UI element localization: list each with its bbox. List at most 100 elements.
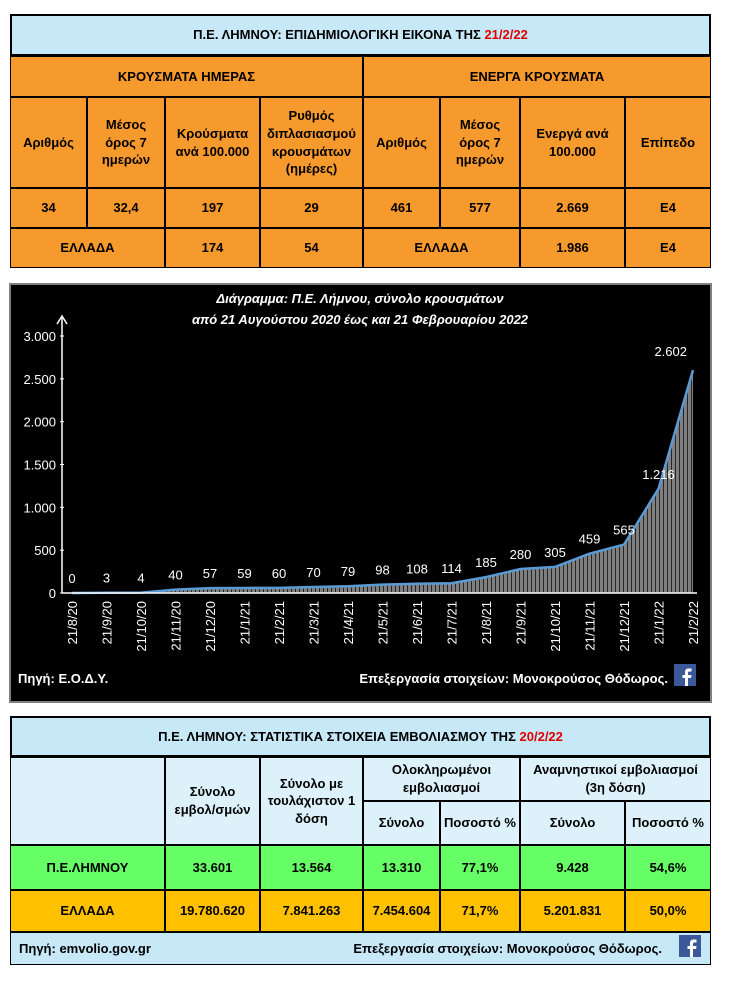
column-subheader: Ποσοστό % <box>440 801 520 845</box>
x-tick-label: 21/1/22 <box>652 601 667 644</box>
facebook-icon <box>679 935 701 957</box>
x-tick-label: 21/9/20 <box>100 601 115 644</box>
data-label: 459 <box>579 532 601 547</box>
title-date: 20/2/22 <box>519 728 563 744</box>
table-cell: 5.201.831 <box>520 890 625 932</box>
table-cell: Ε4 <box>625 188 711 228</box>
column-header: Ρυθμός διπλασιασμού κρουσμάτων (ημέρες) <box>260 97 363 188</box>
facebook-icon <box>674 664 696 686</box>
x-tick-label: 21/3/21 <box>307 601 322 644</box>
table-cell: ΕΛΛΑΔΑ <box>10 228 165 268</box>
x-tick-label: 21/12/20 <box>203 601 218 652</box>
table-cell: 461 <box>363 188 440 228</box>
column-header: Κρούσματα ανά 100.000 <box>165 97 260 188</box>
x-tick-label: 21/12/21 <box>617 601 632 652</box>
data-label: 185 <box>475 555 497 570</box>
y-tick-label: 1.500 <box>23 458 56 473</box>
chart-title: Διάγραμμα: Π.Ε. Λήμνου, σύνολο κρουσμάτω… <box>215 291 504 306</box>
chart-subtitle: από 21 Αυγούστου 2020 έως και 21 Φεβρουα… <box>192 312 529 327</box>
source: Πηγή: emvolio.gov.gr <box>19 940 151 956</box>
table-cell: 1.986 <box>520 228 625 268</box>
x-tick-label: 21/11/20 <box>169 601 184 651</box>
line <box>71 369 695 595</box>
x-tick-label: 21/6/21 <box>410 601 425 644</box>
column-header: Αναμνηστικοί εμβολιασμοί (3η δόση) <box>520 757 711 801</box>
table-cell: 13.564 <box>260 845 363 890</box>
data-label: 70 <box>306 565 320 580</box>
chart-background <box>9 283 712 703</box>
x-tick-label: 21/11/21 <box>583 601 598 651</box>
data-label: 114 <box>441 561 462 576</box>
data-label: 305 <box>544 545 566 560</box>
y-tick-label: 1.000 <box>23 500 56 515</box>
table-cell: 54,6% <box>625 845 711 890</box>
x-tick-label: 21/10/20 <box>134 601 149 652</box>
table-cell: ΕΛΛΑΔΑ <box>10 890 165 932</box>
table-title: Π.Ε. ΛΗΜΝΟΥ: ΣΤΑΤΙΣΤΙΚΑ ΣΤΟΙΧΕΙΑ ΕΜΒΟΛΙΑ… <box>10 716 711 757</box>
data-label: 59 <box>237 566 251 581</box>
y-axis-arrow <box>56 314 68 325</box>
data-label: 280 <box>510 547 532 562</box>
table-cell: 29 <box>260 188 363 228</box>
x-tick-label: 21/5/21 <box>376 601 391 644</box>
group-header: ΚΡΟΥΣΜΑΤΑ ΗΜΕΡΑΣ <box>10 56 363 97</box>
data-label: 2.602 <box>654 344 687 359</box>
table-title: Π.Ε. ΛΗΜΝΟΥ: ΕΠΙΔΗΜΙΟΛΟΓΙΚΗ ΕΙΚΟΝΑ ΤΗΣ 2… <box>10 14 711 56</box>
chart-credit: Επεξεργασία στοιχείων: Μονοκρούσος Θόδωρ… <box>359 671 668 686</box>
table-cell: 32,4 <box>87 188 165 228</box>
table-cell: 33.601 <box>165 845 260 890</box>
table-cell: 71,7% <box>440 890 520 932</box>
column-subheader: Σύνολο <box>363 801 440 845</box>
data-label: 60 <box>272 566 286 581</box>
y-tick-label: 2.500 <box>23 372 56 387</box>
column-header: Σύνολο εμβολ/σμών <box>165 757 260 845</box>
column-header: Μέσος όρος 7 ημερών <box>440 97 520 188</box>
column-header: Μέσος όρος 7 ημερών <box>87 97 165 188</box>
title-date: 21/2/22 <box>484 27 528 43</box>
table-cell: Π.Ε.ΛΗΜΝΟΥ <box>10 845 165 890</box>
group-header: ΕΝΕΡΓΑ ΚΡΟΥΣΜΑΤΑ <box>363 56 711 97</box>
y-tick-label: 0 <box>49 586 56 601</box>
data-label: 40 <box>168 568 182 583</box>
x-tick-label: 21/8/20 <box>65 601 80 644</box>
table-cell: 77,1% <box>440 845 520 890</box>
data-label: 57 <box>203 566 217 581</box>
table-cell: 577 <box>440 188 520 228</box>
table-cell: 19.780.620 <box>165 890 260 932</box>
x-tick-label: 21/8/21 <box>479 601 494 644</box>
table-cell: 174 <box>165 228 260 268</box>
data-label: 3 <box>103 571 110 586</box>
data-label: 565 <box>613 523 635 538</box>
x-tick-label: 21/7/21 <box>445 601 460 644</box>
column-subheader: Σύνολο <box>520 801 625 845</box>
table-cell: 50,0% <box>625 890 711 932</box>
data-label: 108 <box>406 562 428 577</box>
x-tick-label: 21/10/21 <box>548 601 563 652</box>
table-cell: 7.454.604 <box>363 890 440 932</box>
title-text: Π.Ε. ΛΗΜΝΟΥ: ΣΤΑΤΙΣΤΙΚΑ ΣΤΟΙΧΕΙΑ ΕΜΒΟΛΙΑ… <box>158 728 516 744</box>
area <box>72 370 693 593</box>
table-cell: 197 <box>165 188 260 228</box>
table-cell: 34 <box>10 188 87 228</box>
column-header: Σύνολο με τουλάχιστον 1 δόση <box>260 757 363 845</box>
x-tick-label: 21/2/21 <box>272 601 287 644</box>
y-tick-label: 3.000 <box>23 329 56 344</box>
column-header: Ενεργά ανά 100.000 <box>520 97 625 188</box>
table-cell: 54 <box>260 228 363 268</box>
table-cell: 7.841.263 <box>260 890 363 932</box>
x-tick-label: 21/4/21 <box>341 601 356 644</box>
column-header: Επίπεδο <box>625 97 711 188</box>
y-tick-label: 2.000 <box>23 415 56 430</box>
credit: Επεξεργασία στοιχείων: Μονοκρούσος Θόδωρ… <box>353 940 662 956</box>
table-cell: 13.310 <box>363 845 440 890</box>
table-cell: Ε4 <box>625 228 711 268</box>
column-subheader: Ποσοστό % <box>625 801 711 845</box>
data-label: 1.216 <box>642 467 675 482</box>
chart-source: Πηγή: Ε.Ο.Δ.Υ. <box>18 671 108 686</box>
table-cell: 2.669 <box>520 188 625 228</box>
y-tick-label: 500 <box>34 543 56 558</box>
title-text: Π.Ε. ΛΗΜΝΟΥ: ΕΠΙΔΗΜΙΟΛΟΓΙΚΗ ΕΙΚΟΝΑ ΤΗΣ <box>193 27 481 43</box>
table-cell: 9.428 <box>520 845 625 890</box>
data-label: 4 <box>137 571 144 586</box>
